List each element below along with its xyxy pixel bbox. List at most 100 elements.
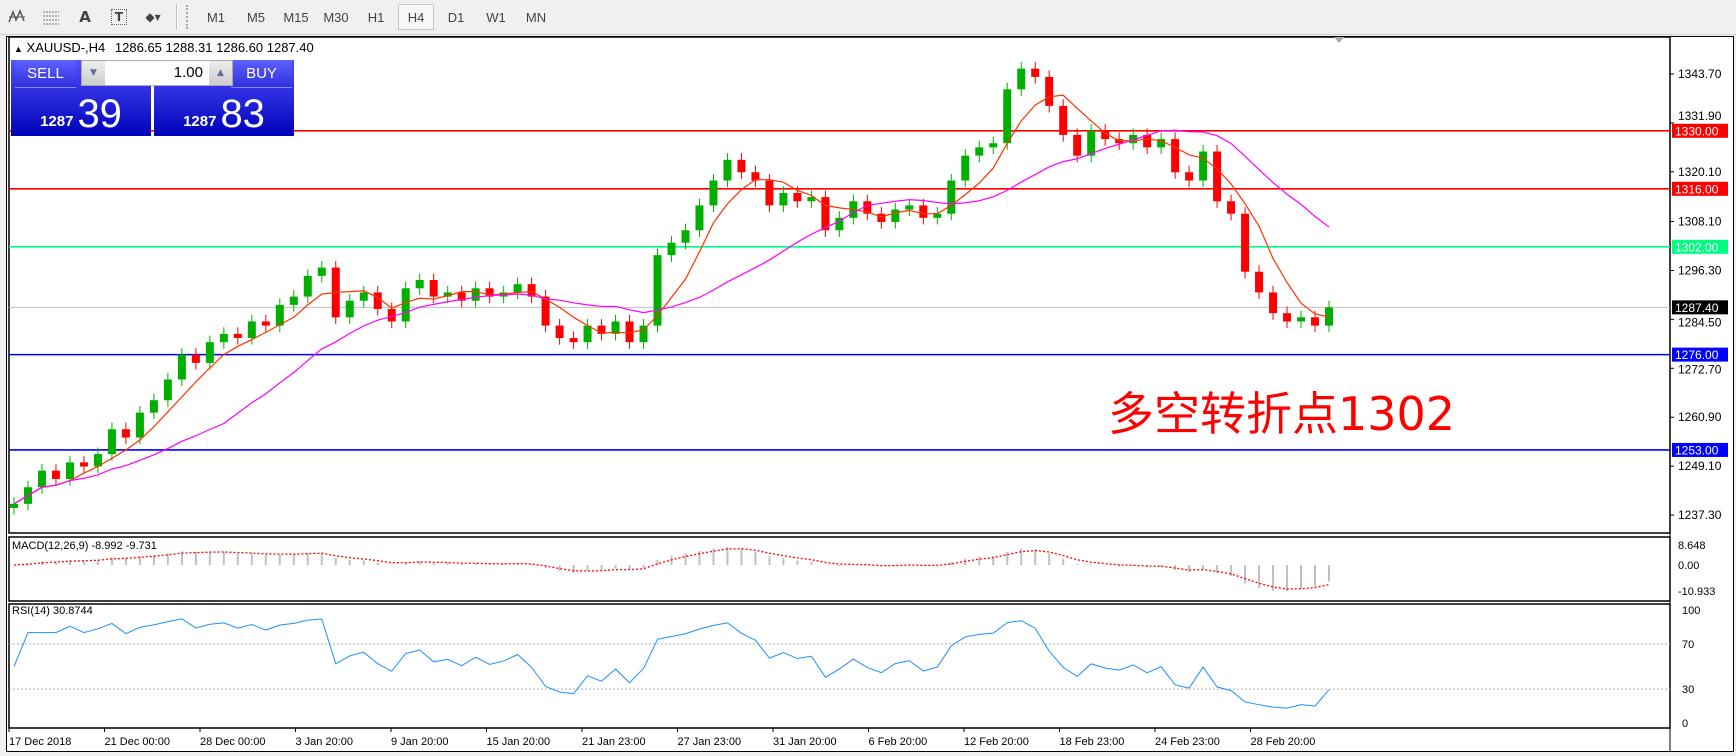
lot-increase-button[interactable]: ▲	[209, 61, 232, 85]
candle-body	[1269, 292, 1278, 314]
candle-body	[1017, 68, 1026, 90]
timeframe-h4[interactable]: H4	[398, 4, 434, 30]
candle-body	[219, 333, 228, 343]
candle-body	[93, 454, 102, 467]
candle-body	[877, 213, 886, 222]
collapse-triangle-icon[interactable]: ▲	[14, 44, 23, 54]
time-tick-label: 27 Jan 23:00	[678, 736, 742, 748]
buy-price[interactable]: 1287 83	[154, 89, 294, 136]
candle-body	[1031, 68, 1040, 77]
candle-body	[1157, 139, 1166, 148]
timeframe-d1[interactable]: D1	[447, 9, 465, 25]
price-tick-label: 1296.30	[1678, 263, 1722, 277]
candle-body	[359, 292, 368, 301]
ohlc-values: 1286.65 1288.31 1286.60 1287.40	[114, 40, 314, 55]
candle-body	[793, 192, 802, 202]
candle-body	[1101, 130, 1110, 140]
candle-body	[653, 255, 662, 326]
price-tag-bg	[1672, 347, 1728, 362]
candle-body	[835, 217, 844, 231]
candle-body	[387, 309, 396, 322]
candle-body	[541, 296, 550, 326]
candle-body	[961, 155, 970, 181]
candle-body	[1311, 317, 1320, 326]
candle-body	[233, 333, 242, 339]
candle-body	[597, 325, 606, 334]
rsi-line	[13, 618, 1330, 709]
sell-price[interactable]: 1287 39	[11, 89, 151, 136]
candle-body	[1045, 76, 1054, 106]
candle-body	[709, 180, 718, 206]
macd-signal-line	[13, 548, 1330, 590]
candle-body	[135, 412, 144, 438]
toolbar-grip[interactable]	[186, 5, 192, 29]
price-tick-label: 1237.30	[1678, 508, 1722, 522]
candle-body	[681, 230, 690, 243]
candle-body	[779, 192, 788, 206]
candle-body	[51, 470, 60, 479]
candle-body	[583, 325, 592, 343]
chart-annotation-text: 多空转折点1302	[1108, 387, 1456, 441]
macd-tick-label: -10.933	[1678, 586, 1715, 598]
timeframe-w1[interactable]: W1	[486, 9, 506, 25]
candle-body	[737, 159, 746, 173]
sell-button[interactable]: SELL	[15, 60, 76, 88]
elliott-wave-icon[interactable]	[2, 4, 32, 30]
candle-body	[191, 354, 200, 363]
time-tick-label: 18 Feb 23:00	[1060, 736, 1125, 748]
candle-body	[1073, 134, 1082, 156]
timeframe-m30[interactable]: M30	[323, 9, 349, 25]
text-label-icon[interactable]: T	[104, 4, 134, 30]
timeframe-h1[interactable]: H1	[367, 9, 385, 25]
time-tick-label: 31 Jan 20:00	[773, 736, 837, 748]
candle-body	[177, 354, 186, 380]
rsi-tick-label: 0	[1682, 718, 1688, 730]
lot-decrease-button[interactable]: ▼	[82, 61, 105, 85]
timeframe-m15[interactable]: M15	[283, 9, 309, 25]
candle-body	[429, 280, 438, 297]
timeframe-group: M1 M5 M15 M30 H1 H4 D1 W1 MN	[196, 4, 556, 30]
lot-size-stepper[interactable]: ▼ 1.00 ▲	[81, 60, 233, 86]
buy-price-pips: 83	[220, 92, 265, 136]
candle-body	[1283, 313, 1292, 322]
time-tick-label: 21 Dec 00:00	[105, 736, 170, 748]
candle-body	[751, 172, 760, 181]
candle-body	[919, 205, 928, 218]
price-tag-bg	[1672, 300, 1728, 315]
time-tick-label: 17 Dec 2018	[9, 736, 71, 748]
price-tick-label: 1331.90	[1678, 109, 1722, 123]
candle-body	[625, 321, 634, 343]
candle-body	[415, 280, 424, 289]
price-tick-label: 1308.10	[1678, 215, 1722, 229]
timeframe-mn[interactable]: MN	[525, 9, 547, 25]
timeframe-m5[interactable]: M5	[246, 9, 266, 25]
candle-body	[1199, 151, 1208, 181]
candle-body	[401, 288, 410, 322]
timeframe-m1[interactable]: M1	[206, 9, 226, 25]
price-tag-1276.00: 1276.00	[1675, 348, 1719, 362]
rsi-tick-label: 70	[1682, 639, 1694, 651]
text-tool-icon[interactable]: A	[79, 8, 91, 26]
buy-price-prefix: 1287	[183, 113, 217, 130]
fibonacci-fan-icon[interactable]	[36, 4, 66, 30]
time-tick-label: 21 Jan 23:00	[582, 736, 646, 748]
candle-body	[1297, 317, 1306, 322]
candle-body	[1003, 89, 1012, 144]
lot-size-input[interactable]: 1.00	[173, 64, 203, 81]
chart-window[interactable]	[6, 36, 1734, 752]
candle-body	[485, 288, 494, 297]
candle-body	[975, 147, 984, 156]
buy-button[interactable]: BUY	[231, 60, 292, 88]
candle-body	[303, 275, 312, 297]
price-tag-bg	[1672, 181, 1728, 196]
arrows-dropdown-icon[interactable]: ◆▾	[145, 10, 161, 24]
rsi-tick-label: 30	[1682, 684, 1694, 696]
pane-border-1	[8, 536, 1671, 602]
candle-body	[1143, 134, 1152, 148]
candle-body	[443, 292, 452, 297]
candle-body	[247, 321, 256, 339]
candle-body	[1227, 201, 1236, 214]
candle-body	[10, 503, 18, 508]
candle-body	[163, 379, 172, 401]
